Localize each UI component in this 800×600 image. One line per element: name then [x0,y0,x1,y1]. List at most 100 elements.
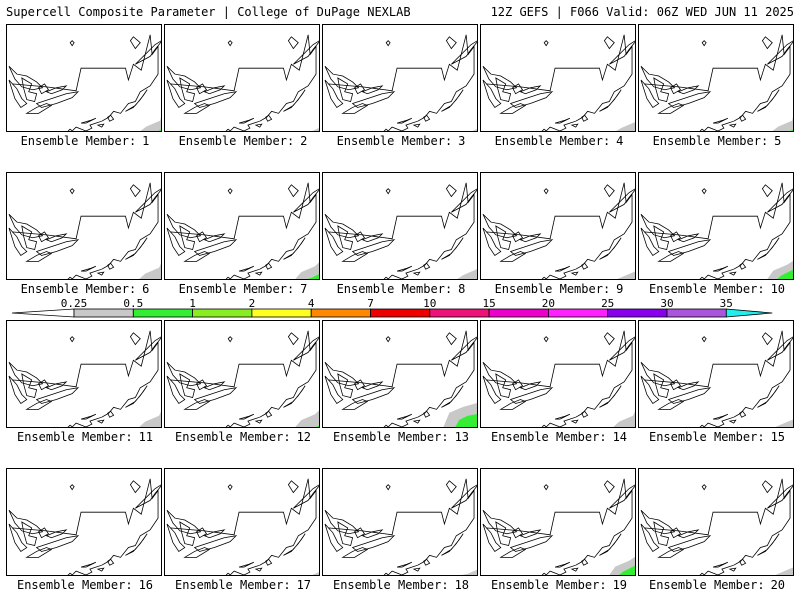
coastline [423,114,431,122]
coastline [482,79,502,108]
coastline [495,373,512,399]
member-label-prefix: Ensemble Member: [652,134,769,148]
member-map-panel [6,24,162,132]
coastline [327,182,475,270]
colorbar-bin [251,308,312,318]
member-map [8,34,161,131]
scp-gray-shading [305,121,319,131]
member-label: Ensemble Member: 12 [164,430,322,444]
coastline [193,535,238,552]
coastline [543,416,576,427]
scp-gray-shading [772,116,793,131]
coastline [385,416,418,427]
coastline [509,387,554,404]
colorbar-graphic [11,308,773,318]
coastline [441,533,464,556]
coastline [712,413,729,420]
coastline [354,527,366,539]
coastline [385,268,418,279]
coastline [728,567,737,572]
coastline [193,91,238,108]
coastline [509,535,554,552]
coastline [509,91,554,108]
coastline [166,227,186,256]
coastline [482,65,518,91]
member-number: 9 [616,282,624,296]
coastline [225,276,229,279]
coastline [67,424,71,427]
member-map-panel [638,320,794,428]
coastline [265,410,273,418]
colorbar-bin [132,308,194,318]
member-map [8,478,161,575]
coastline [677,529,700,539]
coastline [739,410,747,418]
coastline [25,547,53,558]
coastline [667,239,712,256]
coastline [640,79,660,108]
coastline [757,89,780,112]
coastline [670,527,682,539]
island-marker [69,40,75,47]
coastline [129,332,141,346]
colorbar-tick-label: 25 [601,297,615,310]
coastline [35,535,80,552]
coastline [166,523,186,552]
coastline [183,103,211,114]
coastline [25,399,53,410]
member-label-prefix: Ensemble Member: [336,134,453,148]
coastline [67,572,71,575]
coastline [179,373,196,399]
coastline [603,480,615,494]
island-marker [543,188,549,195]
coastline [351,535,396,552]
coastline [543,564,576,575]
colorbar-bin [429,308,490,318]
coastline [361,529,384,539]
coastline [21,521,38,547]
coastline [35,387,80,404]
member-map-panel [322,172,478,280]
coastline [599,385,622,408]
coastline [8,361,44,387]
coastline [482,523,502,552]
coastline [657,547,685,558]
coastline [227,416,260,427]
scp-gray-shading [463,122,477,131]
member-map [324,182,477,279]
member-label: Ensemble Member: 2 [164,134,322,148]
coastline [324,79,344,108]
coastline [327,34,475,122]
coastline [495,225,512,251]
scp-green-shading [307,272,319,279]
coastline [570,419,579,424]
coastline [287,36,299,50]
member-map-panel [322,320,478,428]
member-map-panel [164,468,320,576]
coastline [107,262,115,270]
coastline [327,478,475,566]
coastline [541,276,545,279]
coastline [166,375,186,404]
coastline [670,231,682,243]
member-map [640,330,793,427]
coastline [554,117,571,124]
coastline [396,265,413,272]
coastline [166,65,202,91]
scp-gray-shading [140,116,161,131]
member-label: Ensemble Member: 9 [480,282,638,296]
member-map [166,330,319,427]
island-marker [385,40,391,47]
coastline [324,65,360,91]
member-map-panel [164,24,320,132]
coastline [169,182,317,270]
coastline [485,182,633,270]
coastline [80,117,97,124]
coastline [482,227,502,256]
coastline [67,276,71,279]
scp-green-shading [777,269,793,279]
coastline [107,410,115,418]
colorbar-legend: 0.25 0.5 1 2 4 7 10 15 20 25 30 35 [0,295,800,325]
coastline [341,547,369,558]
coastline [166,79,186,108]
